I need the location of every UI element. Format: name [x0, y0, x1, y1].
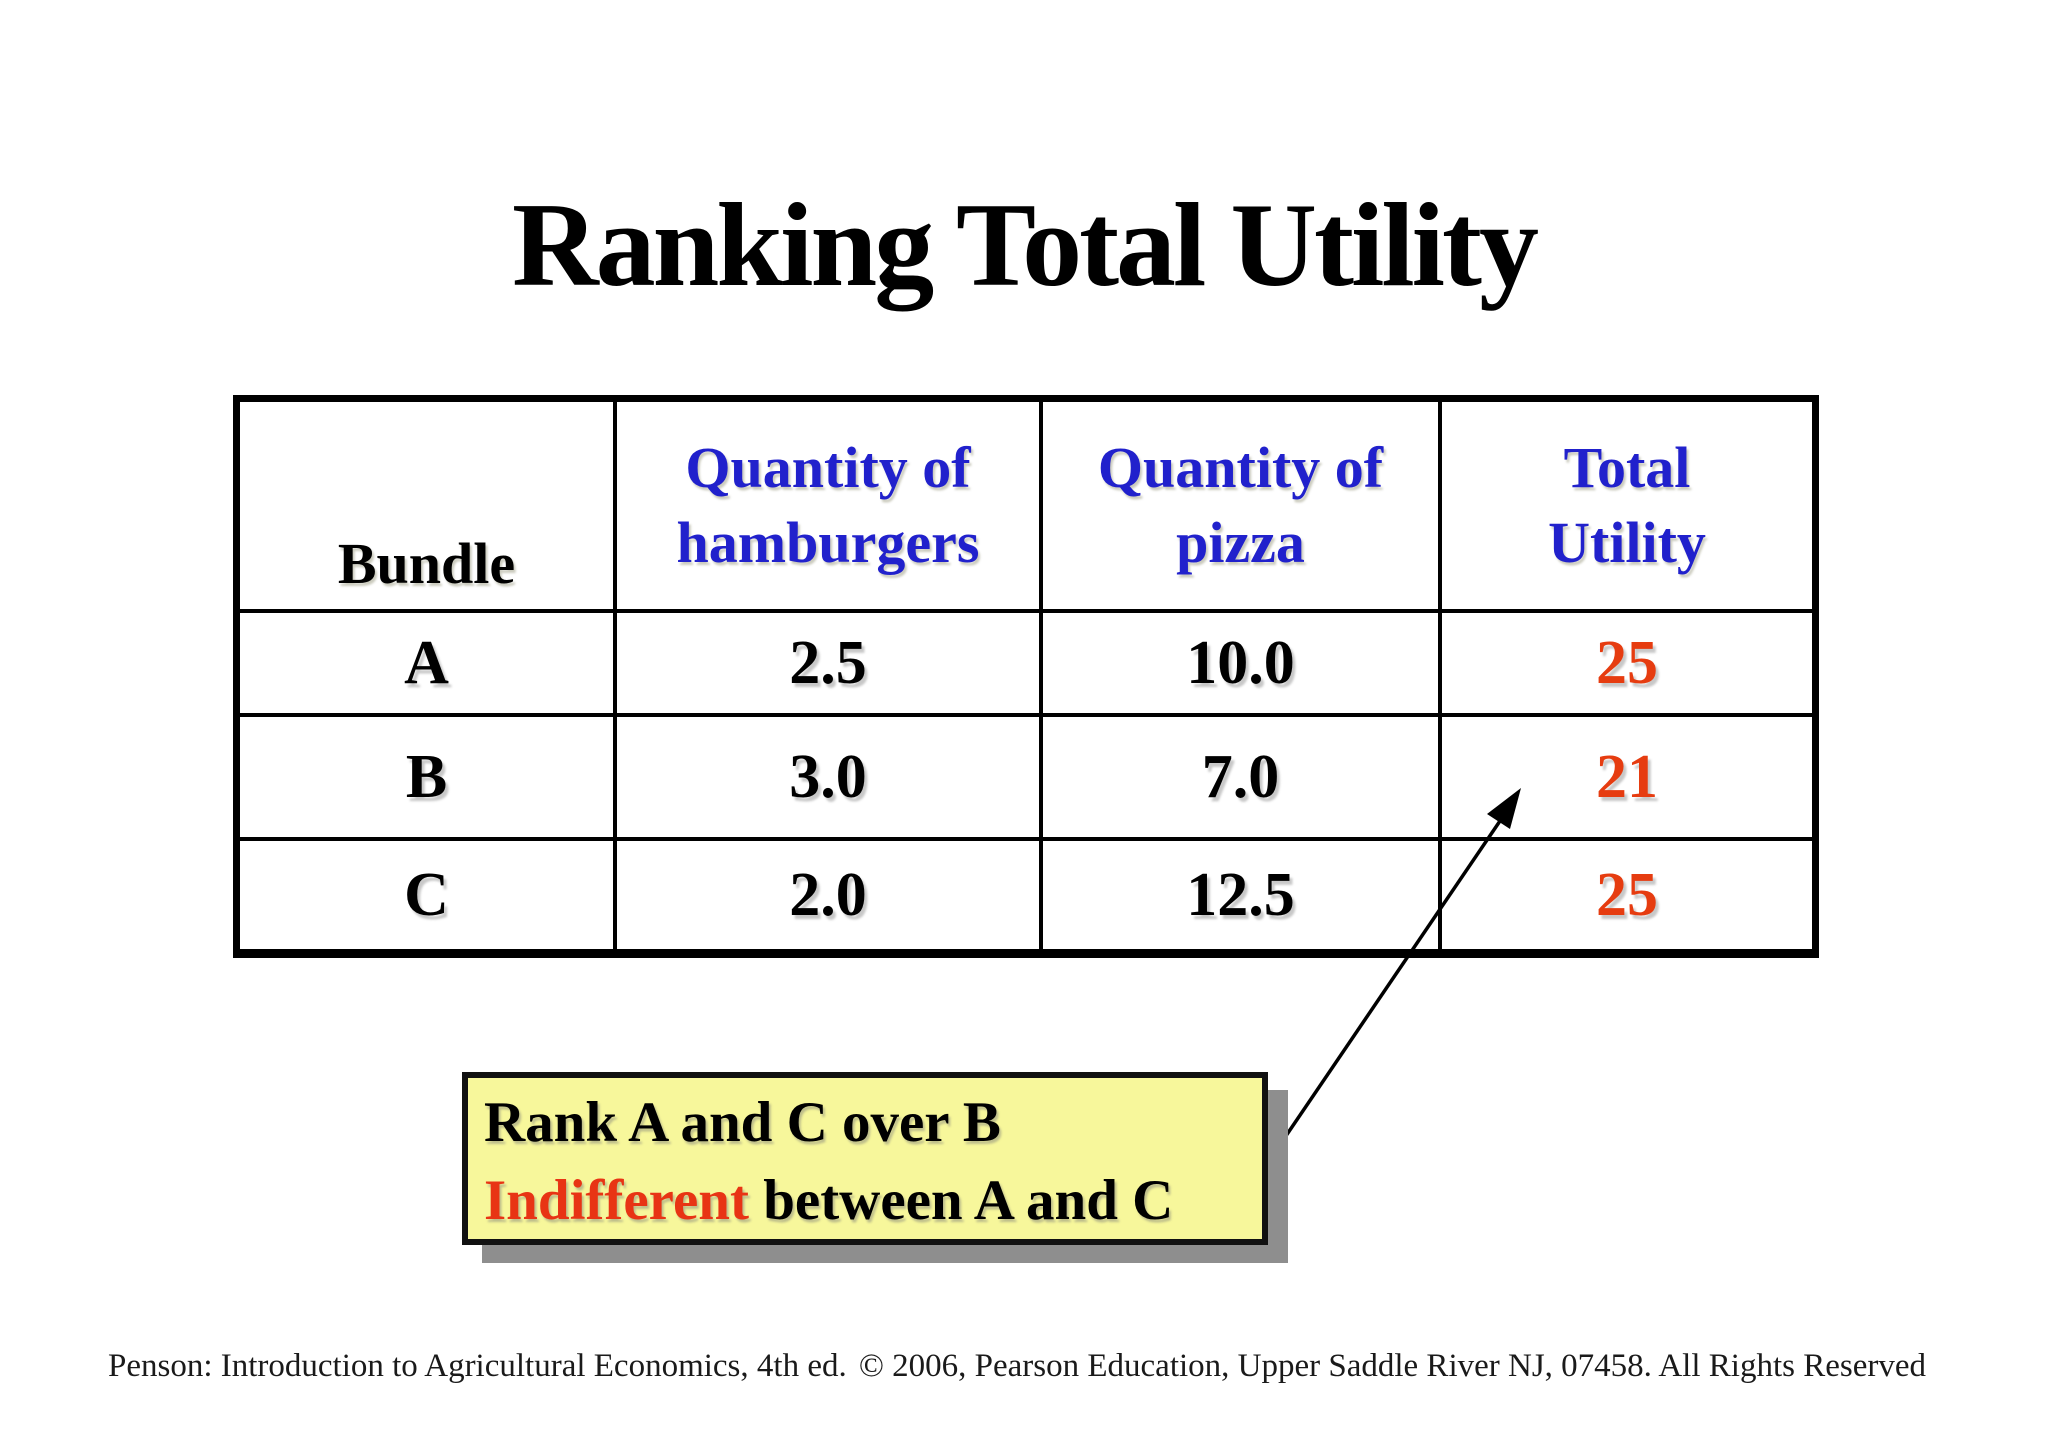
row-B-bundle: B: [240, 717, 613, 837]
row-C-pizza: 12.5: [1043, 841, 1438, 949]
col-header-total-line1: Total: [1563, 435, 1691, 501]
slide-title: Ranking Total Utility: [512, 178, 1539, 311]
row-A-pizza: 10.0: [1043, 613, 1438, 713]
col-header-hamburgers-line2: hamburgers: [676, 509, 980, 575]
callout-highlight: Indifferent: [484, 1169, 749, 1232]
col-header-bundle-label: Bundle: [337, 530, 516, 596]
col-header-pizza-line2: pizza: [1176, 509, 1305, 575]
footer-citation: Penson: Introduction to Agricultural Eco…: [108, 1348, 847, 1384]
callout-line1: Rank A and C over B: [484, 1091, 1001, 1154]
col-header-pizza-line1: Quantity of: [1097, 435, 1384, 501]
callout-line2: Indifferent between A and C: [484, 1162, 1248, 1240]
row-B-pizza: 7.0: [1043, 717, 1438, 837]
row-C-total-utility: 25: [1442, 841, 1812, 949]
callout-line2-rest: between A and C: [748, 1169, 1174, 1232]
row-A-total-utility: 25: [1442, 613, 1812, 713]
col-header-total-line2: Utility: [1548, 509, 1706, 575]
row-C-hamburgers: 2.0: [617, 841, 1039, 949]
callout-box: Rank A and C over B Indifferent between …: [462, 1072, 1268, 1245]
utility-table: Bundle Quantity of hamburgers Quantity o…: [233, 395, 1819, 958]
col-header-pizza: Quantity of pizza: [1043, 402, 1438, 609]
row-A-bundle: A: [240, 613, 613, 713]
col-header-hamburgers-line1: Quantity of: [685, 435, 971, 501]
row-B-total-utility: 21: [1442, 717, 1812, 837]
footer-copyright: © 2006, Pearson Education, Upper Saddle …: [858, 1348, 1926, 1384]
col-header-bundle: Bundle: [240, 402, 613, 609]
col-header-hamburgers: Quantity of hamburgers: [617, 402, 1039, 609]
col-header-total-utility: Total Utility: [1442, 402, 1812, 609]
row-A-hamburgers: 2.5: [617, 613, 1039, 713]
row-B-hamburgers: 3.0: [617, 717, 1039, 837]
row-C-bundle: C: [240, 841, 613, 949]
